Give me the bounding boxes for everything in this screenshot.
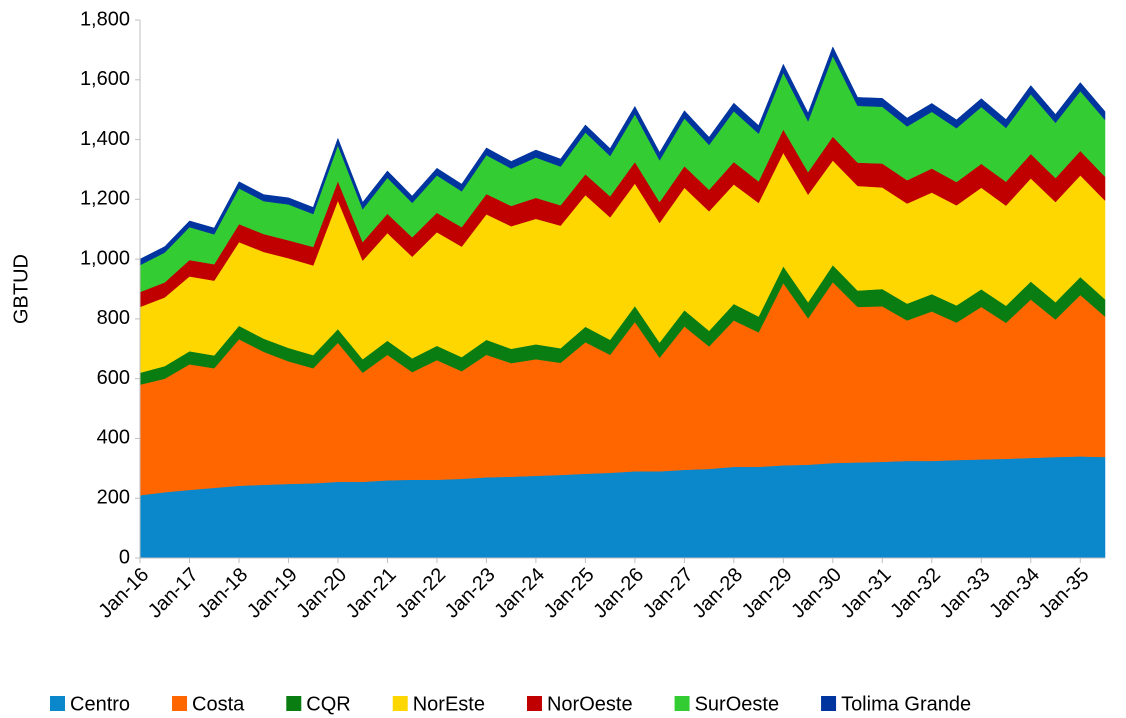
x-tick-label: Jan-22 [391, 564, 450, 623]
legend-swatch [526, 696, 542, 711]
y-tick-label: 1,000 [80, 247, 130, 269]
legend-label: SurOeste [695, 693, 779, 715]
legend-swatch [674, 696, 690, 711]
y-tick-label: 0 [119, 546, 130, 568]
y-axis-label: GBTUD [10, 254, 32, 324]
legend-swatch [821, 696, 837, 711]
x-tick-label: Jan-23 [441, 564, 500, 623]
x-tick-label: Jan-25 [540, 564, 599, 623]
x-tick-label: Jan-32 [886, 564, 945, 623]
x-tick-label: Jan-16 [94, 564, 153, 623]
legend-label: Costa [192, 693, 245, 715]
y-tick-label: 1,800 [80, 8, 130, 30]
legend-label: NorEste [413, 693, 485, 715]
legend-label: Tolima Grande [841, 693, 971, 715]
x-tick-label: Jan-29 [738, 564, 797, 623]
x-tick-label: Jan-30 [787, 564, 846, 623]
legend-label: Centro [70, 693, 130, 715]
y-tick-label: 600 [97, 367, 130, 389]
x-tick-label: Jan-28 [688, 564, 747, 623]
y-tick-label: 400 [97, 427, 130, 449]
x-tick-label: Jan-18 [193, 564, 252, 623]
x-tick-label: Jan-19 [243, 564, 302, 623]
x-tick-label: Jan-33 [936, 564, 995, 623]
y-tick-label: 800 [97, 307, 130, 329]
legend-swatch [172, 696, 188, 711]
y-tick-label: 1,600 [80, 68, 130, 90]
x-tick-label: Jan-21 [342, 564, 401, 623]
x-tick-label: Jan-34 [985, 564, 1044, 623]
x-tick-label: Jan-35 [1035, 564, 1094, 623]
legend-swatch [50, 696, 65, 711]
x-tick-label: Jan-31 [837, 564, 896, 623]
x-tick-label: Jan-24 [490, 564, 549, 623]
y-tick-label: 1,400 [80, 128, 130, 150]
y-tick-label: 1,200 [80, 188, 130, 210]
legend-swatch [286, 696, 302, 711]
legend-label: NorOeste [547, 693, 633, 715]
x-tick-label: Jan-20 [292, 564, 351, 623]
x-tick-label: Jan-26 [589, 564, 648, 623]
x-tick-label: Jan-17 [144, 564, 203, 623]
x-tick-label: Jan-27 [639, 564, 698, 623]
legend-swatch [392, 696, 408, 711]
y-tick-label: 200 [97, 487, 130, 509]
legend-label: CQR [306, 693, 350, 715]
area-6 [139, 46, 1106, 266]
